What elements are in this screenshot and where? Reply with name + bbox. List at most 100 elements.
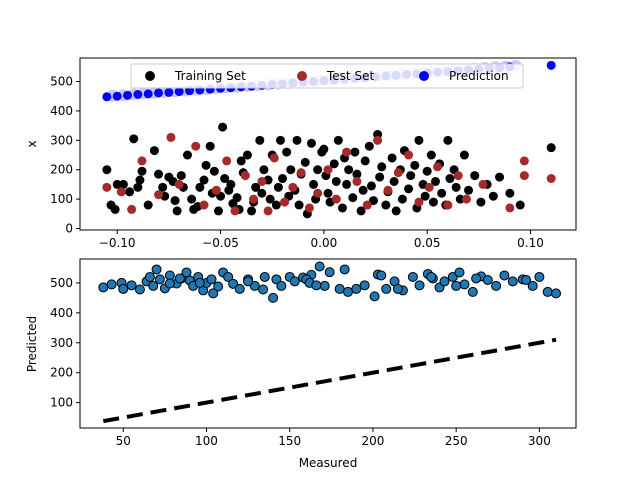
training-set-point xyxy=(404,184,414,194)
measured-vs-predicted-point xyxy=(268,292,279,303)
legend-marker-test-set xyxy=(297,71,307,81)
test-set-point xyxy=(127,204,137,214)
legend-box xyxy=(130,63,524,89)
top-x-tick-label: −0.10 xyxy=(99,236,136,250)
bottom-y-tick-label: 400 xyxy=(50,306,73,320)
training-set-point xyxy=(377,162,387,172)
training-set-point xyxy=(505,188,515,198)
training-set-point xyxy=(375,172,385,182)
training-set-point xyxy=(389,176,399,186)
prediction-point xyxy=(112,91,122,101)
test-set-point xyxy=(362,200,372,210)
training-set-point xyxy=(381,200,391,210)
training-set-point xyxy=(273,182,283,192)
training-set-point xyxy=(515,200,525,210)
measured-vs-predicted-point xyxy=(271,274,282,285)
training-set-point xyxy=(323,188,333,198)
training-set-point xyxy=(226,179,236,189)
bottom-y-tick-label: 300 xyxy=(50,336,73,350)
measured-vs-predicted-point xyxy=(314,261,325,272)
legend: Training Set Test Set Prediction xyxy=(130,63,524,89)
measured-vs-predicted-point xyxy=(482,274,493,285)
top-y-tick-label: 500 xyxy=(50,75,73,89)
bottom-plot-frame xyxy=(79,258,577,429)
test-set-point xyxy=(383,185,393,195)
training-set-point xyxy=(313,165,323,175)
bottom-x-tick-label: 150 xyxy=(278,434,301,448)
training-set-point xyxy=(118,179,128,189)
bottom-y-axis: 100 200 300 400 500 xyxy=(50,276,80,410)
training-set-point xyxy=(102,165,112,175)
test-set-point xyxy=(453,171,463,181)
test-set-point xyxy=(519,156,529,166)
top-y-tick-label: 300 xyxy=(50,133,73,147)
test-set-point xyxy=(199,200,209,210)
training-set-point xyxy=(488,191,498,201)
top-y-tick-label: 400 xyxy=(50,104,73,118)
training-set-point xyxy=(443,135,453,145)
test-set-point xyxy=(174,179,184,189)
training-set-point xyxy=(125,187,135,197)
training-set-point xyxy=(476,197,486,207)
prediction-point xyxy=(546,60,556,70)
test-set-point xyxy=(331,194,341,204)
test-set-point xyxy=(373,135,383,145)
training-set-point xyxy=(464,185,474,195)
training-set-point xyxy=(420,191,430,201)
training-set-point xyxy=(350,147,360,157)
training-set-point xyxy=(406,171,416,181)
training-set-point xyxy=(195,182,205,192)
measured-vs-predicted-point xyxy=(324,267,335,278)
measured-vs-predicted-point xyxy=(499,270,510,281)
measured-vs-predicted-point xyxy=(414,280,425,291)
top-y-tick-label: 200 xyxy=(50,163,73,177)
test-set-point xyxy=(352,176,362,186)
test-set-point xyxy=(546,174,556,184)
test-set-point xyxy=(263,206,273,216)
test-set-point xyxy=(296,168,306,178)
top-x-tick-label: 0.05 xyxy=(414,236,441,250)
measured-vs-predicted-point xyxy=(311,280,322,291)
training-set-point xyxy=(199,175,209,185)
measured-vs-predicted-point xyxy=(234,283,245,294)
training-set-point xyxy=(331,176,341,186)
measured-vs-predicted-point xyxy=(521,274,532,285)
measured-vs-predicted-point xyxy=(258,284,269,295)
measured-vs-predicted-point xyxy=(126,280,137,291)
training-set-point xyxy=(306,138,316,148)
measured-vs-predicted-point xyxy=(144,271,155,282)
training-set-point xyxy=(294,200,304,210)
training-set-point xyxy=(360,156,370,166)
training-set-point xyxy=(170,196,180,206)
training-set-point xyxy=(209,166,219,176)
top-x-tick-label: 0.00 xyxy=(311,236,338,250)
legend-marker-training-set xyxy=(145,71,155,81)
measured-vs-predicted-point xyxy=(491,280,502,291)
training-set-point xyxy=(356,206,366,216)
measured-vs-predicted-point xyxy=(118,283,129,294)
measured-vs-predicted-point xyxy=(551,288,562,299)
measured-vs-predicted-point xyxy=(527,280,538,291)
test-set-point xyxy=(505,203,515,213)
training-set-point xyxy=(213,206,223,216)
training-set-point xyxy=(451,182,461,192)
prediction-point xyxy=(123,90,133,100)
training-set-point xyxy=(337,203,347,213)
bottom-y-tick-label: 100 xyxy=(50,396,73,410)
measured-vs-predicted-point xyxy=(451,280,462,291)
top-plot-frame xyxy=(79,57,577,231)
measured-vs-predicted-point xyxy=(319,280,330,291)
training-set-point xyxy=(410,160,420,170)
top-scatter-plot: −0.10 −0.05 0.00 0.05 0.10 0100200300400500 … xyxy=(25,57,577,250)
top-y-tick-label: 0 xyxy=(65,222,73,236)
measured-vs-predicted-point xyxy=(334,283,345,294)
bottom-scatter-plot: 50 100 150 200 250 300 100 200 300 400 500 Measur… xyxy=(25,258,577,470)
measured-vs-predicted-point xyxy=(228,278,239,289)
training-set-point xyxy=(445,174,455,184)
top-x-axis: −0.10 −0.05 0.00 0.05 0.10 xyxy=(99,230,544,250)
test-set-point xyxy=(323,165,333,175)
measured-vs-predicted-point xyxy=(106,279,117,290)
measured-vs-predicted-point xyxy=(134,284,145,295)
test-set-point xyxy=(414,197,424,207)
